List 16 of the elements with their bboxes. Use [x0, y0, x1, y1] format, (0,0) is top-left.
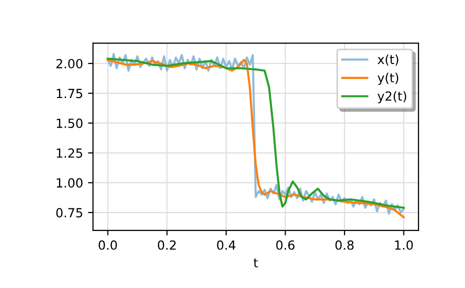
- x-tick-label: 0.2: [158, 240, 176, 250]
- y-tick-label: 1.75: [56, 88, 82, 98]
- y-tick-label: 1.25: [56, 148, 82, 158]
- y-tick-label: 0.75: [56, 208, 82, 218]
- x-tick-label: 0.8: [335, 240, 354, 250]
- y-tick-label: 1.50: [56, 118, 82, 128]
- y-tick-label: 1.00: [56, 178, 82, 188]
- x-tick-label: 0.6: [276, 240, 294, 250]
- x-tick-label: 0.4: [217, 240, 236, 250]
- x-tick-label: 1.0: [395, 240, 413, 250]
- y-tick-label: 2.00: [56, 58, 82, 68]
- x-tick-label: 0.0: [98, 240, 117, 250]
- legend-label: y2(t): [378, 91, 406, 104]
- x-axis-title: t: [254, 258, 258, 268]
- legend-label: y(t): [378, 72, 398, 85]
- legend-label: x(t): [378, 54, 398, 66]
